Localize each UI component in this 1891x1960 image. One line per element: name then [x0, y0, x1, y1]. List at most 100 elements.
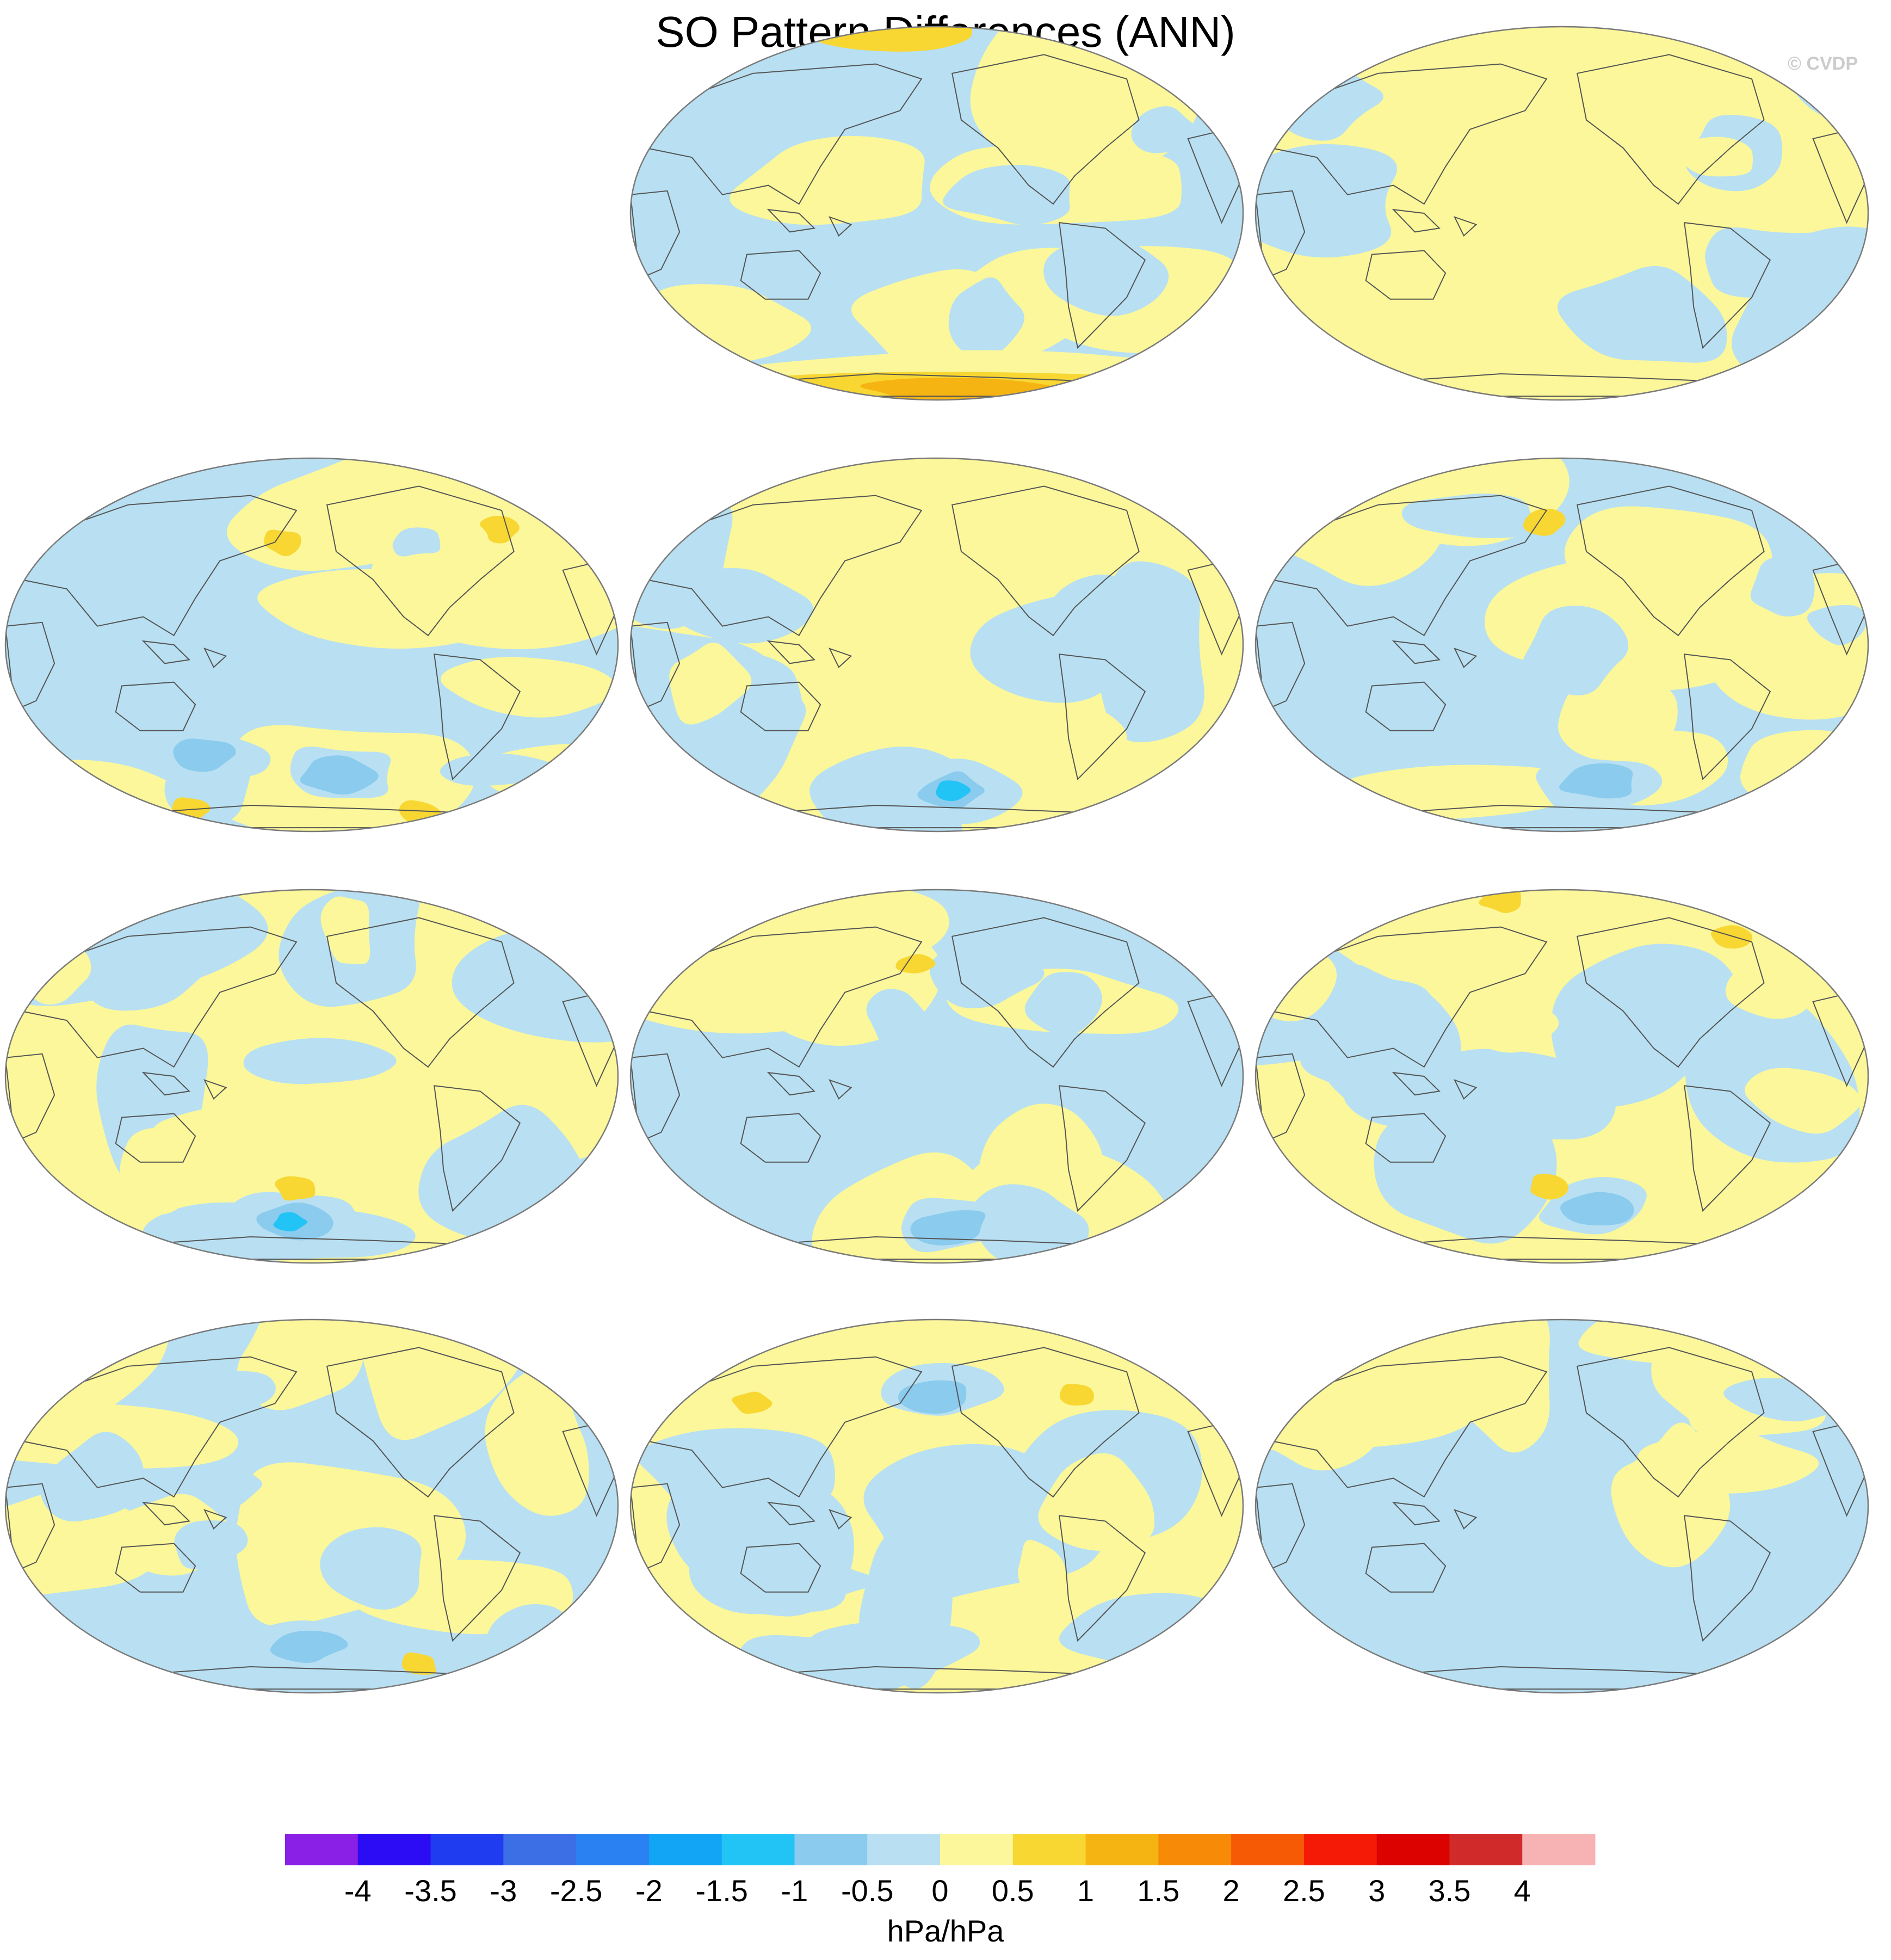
coastline [141, 1501, 190, 1526]
colorbar-swatch [940, 1834, 1014, 1865]
colorbar-swatch [285, 1834, 359, 1865]
contour-region [264, 529, 301, 557]
coastline [951, 1347, 1140, 1498]
coastline [115, 681, 196, 731]
contour-region [1740, 730, 1868, 816]
map-border [4, 889, 619, 1264]
coastline [1392, 1501, 1441, 1526]
contour-region [936, 780, 971, 801]
contour-region [273, 1212, 307, 1231]
contour-region [237, 1320, 365, 1410]
contour-region [1611, 1422, 1731, 1568]
contour-region [1564, 506, 1772, 632]
panel-grid: ERA20c_ERA5_comb-ERA5ERA5_2-ERA5CESM3-al… [4, 26, 1869, 1694]
contour-region [358, 1320, 523, 1440]
contour-region [732, 1391, 773, 1414]
contour-region [669, 642, 752, 725]
field-contours [1256, 458, 1868, 831]
map-border [629, 457, 1244, 833]
field-contours [5, 890, 618, 1263]
contour-region [1059, 1384, 1094, 1406]
coastline [1453, 1509, 1478, 1530]
coastline [1365, 1543, 1447, 1593]
coastline [141, 640, 190, 664]
contour-region [1131, 106, 1201, 153]
contour-region [1550, 1411, 1613, 1465]
coastline [1684, 221, 1771, 349]
colorbar-swatch [867, 1834, 941, 1865]
coastline [645, 63, 923, 205]
contour-region [173, 738, 236, 772]
coastline [1270, 1356, 1548, 1498]
contour-region [1470, 991, 1559, 1053]
contour-region [971, 1184, 1089, 1263]
contour-region [465, 1039, 546, 1070]
field-contours [1256, 890, 1868, 1263]
coastline [1270, 63, 1548, 205]
coastline [1270, 495, 1548, 637]
contour-region [948, 277, 1024, 358]
contour-region [441, 657, 617, 718]
colorbar-swatch [357, 1834, 431, 1865]
coastline [1453, 1079, 1478, 1100]
map-border [1255, 1318, 1869, 1694]
contour-region [514, 783, 616, 819]
colorbar-swatch [1376, 1834, 1450, 1865]
contour-region [1560, 1192, 1634, 1226]
colorbar-swatch [430, 1834, 504, 1865]
coastline [1392, 1071, 1441, 1096]
colorbar-swatch [1012, 1834, 1086, 1865]
map-border [4, 457, 619, 833]
colorbar-swatch [1303, 1834, 1377, 1865]
coastline [1684, 1085, 1771, 1212]
contour-region [300, 755, 379, 795]
contour-region [41, 1432, 144, 1521]
coastline [1365, 1113, 1447, 1163]
coastline [767, 208, 815, 233]
coastline [1577, 485, 1765, 637]
contour-region [55, 699, 167, 736]
contour-region [1374, 1094, 1557, 1244]
coastline [434, 1085, 521, 1212]
colorbar-tick-label: 2.5 [1283, 1873, 1325, 1908]
contour-region [1617, 72, 1705, 136]
map-panel: CESM3-alpha06e BLT1850 156-ERA5 [4, 457, 619, 833]
contour-region [1551, 944, 1744, 1107]
coastline [326, 485, 515, 637]
contour-region [174, 1520, 248, 1569]
contour-region [1097, 561, 1204, 743]
contour-region [320, 1527, 422, 1610]
contour-region [631, 912, 861, 1034]
coastline [645, 926, 923, 1068]
coastline [767, 1501, 815, 1526]
colorbar-units: hPa/hPa [887, 1914, 1005, 1948]
field-contours [631, 1320, 1243, 1693]
field-contours [631, 890, 1243, 1263]
contour-region [1256, 144, 1398, 258]
colorbar: -4 -3.5 -3 -2.5 -2 -1.5 -1 -0.5 0 0.5 1 1.5 2 2.5 3 3.5… [285, 1834, 1596, 1948]
contour-region [1530, 1174, 1569, 1200]
coastline [1453, 648, 1478, 668]
contour-region [1750, 557, 1815, 617]
colorbar-swatch [1158, 1834, 1232, 1865]
contour-region [1726, 959, 1809, 1019]
contour-region [1532, 1546, 1605, 1636]
field-contours [5, 1320, 618, 1693]
contour-region [1043, 235, 1169, 316]
colorbar-tick-label: 1 [1077, 1873, 1094, 1908]
colorbar-tick-label: -2 [635, 1873, 663, 1908]
colorbar-swatch [1522, 1834, 1596, 1865]
contour-region [1523, 606, 1629, 695]
colorbar-tick-label: -3 [490, 1873, 517, 1908]
map-border [1255, 457, 1869, 833]
contour-region [866, 989, 930, 1049]
coastline [1059, 654, 1146, 781]
coastline [20, 926, 298, 1068]
contour-region [243, 1038, 397, 1084]
colorbar-tick-label: 0.5 [992, 1873, 1034, 1908]
coastline [1453, 216, 1478, 237]
map-panel: CESM2 piControl B-ERA5 [629, 1318, 1244, 1694]
colorbar-swatch [1231, 1834, 1305, 1865]
coastline [740, 250, 821, 300]
contour-region [982, 524, 1067, 555]
